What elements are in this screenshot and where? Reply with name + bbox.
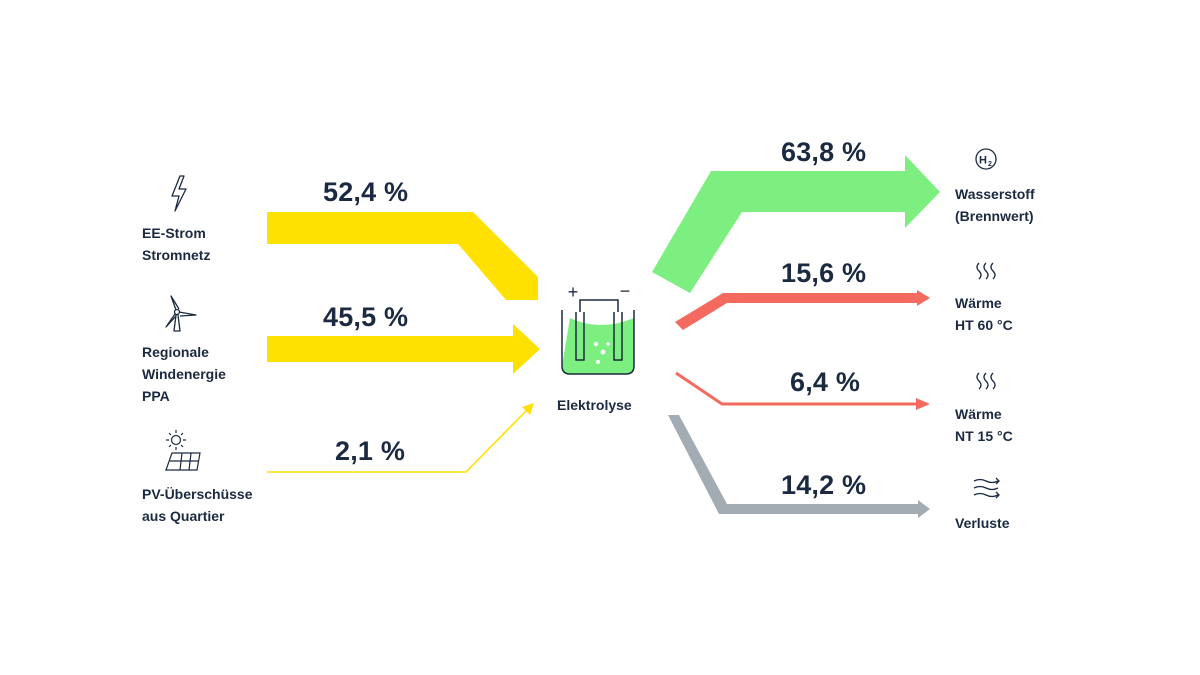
flow-wasserstoff bbox=[652, 155, 940, 293]
flow-verluste bbox=[668, 415, 930, 518]
label-line: Wärme bbox=[955, 295, 1002, 311]
label-line: PV-Überschüsse bbox=[142, 486, 253, 502]
share-pv: 2,1 % bbox=[335, 436, 406, 466]
share-verluste: 14,2 % bbox=[781, 470, 867, 500]
share-ee-strom: 52,4 % bbox=[323, 177, 409, 207]
label-line: Verluste bbox=[955, 515, 1010, 531]
label-line: Wasserstoff bbox=[955, 186, 1035, 202]
lightning-icon bbox=[171, 175, 187, 212]
label-line: Windenergie bbox=[142, 366, 226, 382]
label-line: Regionale bbox=[142, 344, 209, 360]
label-line: aus Quartier bbox=[142, 508, 225, 524]
label-line: HT 60 °C bbox=[955, 317, 1013, 333]
heat-icon bbox=[976, 262, 996, 280]
electrode-minus-sign: − bbox=[620, 281, 631, 301]
electrode-plus-sign: + bbox=[568, 282, 579, 302]
label-line: EE-Strom bbox=[142, 225, 206, 241]
label-wasserstoff: Wasserstoff (Brennwert) bbox=[955, 183, 1035, 227]
label-windenergie: Regionale Windenergie PPA bbox=[142, 341, 226, 407]
label-line: NT 15 °C bbox=[955, 428, 1013, 444]
flow-windenergie bbox=[267, 324, 540, 374]
label-line: (Brennwert) bbox=[955, 208, 1034, 224]
solar-panel-icon bbox=[165, 430, 201, 471]
svg-text:2: 2 bbox=[988, 161, 992, 168]
label-elektrolyse: Elektrolyse bbox=[557, 397, 632, 413]
svg-text:H: H bbox=[979, 155, 987, 167]
hydrogen-icon: H 2 bbox=[975, 148, 997, 170]
label-line: Wärme bbox=[955, 406, 1002, 422]
share-windenergie: 45,5 % bbox=[323, 302, 409, 332]
share-wasserstoff: 63,8 % bbox=[781, 137, 867, 167]
share-waerme-ht: 15,6 % bbox=[781, 258, 867, 288]
label-pv: PV-Überschüsse aus Quartier bbox=[142, 483, 253, 527]
flow-waerme-ht bbox=[675, 290, 930, 330]
flow-waerme-nt bbox=[675, 371, 930, 410]
label-line: Stromnetz bbox=[142, 247, 211, 263]
heat-icon bbox=[976, 372, 996, 390]
label-waerme-nt: Wärme NT 15 °C bbox=[955, 403, 1013, 447]
label-line: PPA bbox=[142, 388, 170, 404]
electrolysis-icon bbox=[561, 299, 635, 375]
label-verluste: Verluste bbox=[955, 512, 1009, 534]
label-waerme-ht: Wärme HT 60 °C bbox=[955, 292, 1013, 336]
losses-icon bbox=[973, 477, 1000, 499]
wind-turbine-icon bbox=[165, 295, 197, 332]
share-waerme-nt: 6,4 % bbox=[790, 367, 861, 397]
flow-pv bbox=[267, 403, 534, 473]
label-ee-strom: EE-Strom Stromnetz bbox=[142, 222, 210, 266]
flow-ee-strom bbox=[267, 212, 538, 300]
